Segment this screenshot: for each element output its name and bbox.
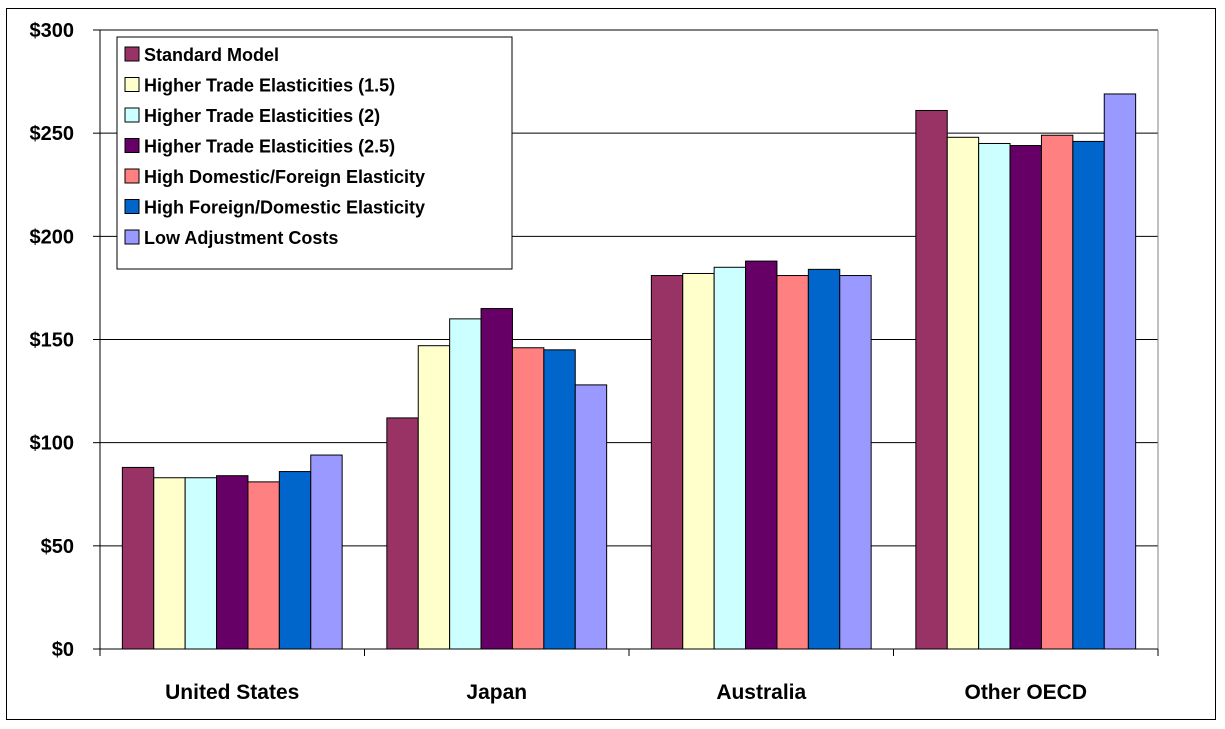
bar xyxy=(184,477,218,650)
bar xyxy=(1009,145,1042,650)
bar xyxy=(915,109,948,650)
y-tick-label: $0 xyxy=(52,639,74,661)
legend-box xyxy=(116,36,513,270)
bar xyxy=(310,454,343,650)
bar xyxy=(946,136,980,650)
x-category-label: United States xyxy=(165,681,299,704)
bar xyxy=(449,318,482,650)
bar xyxy=(278,471,312,650)
bar xyxy=(511,347,545,650)
legend-label: Higher Trade Elasticities (2.5) xyxy=(144,137,395,157)
legend-swatch xyxy=(124,138,140,153)
legend-label: Higher Trade Elasticities (2) xyxy=(144,106,380,126)
y-tick-label: $300 xyxy=(30,20,75,42)
bar xyxy=(386,417,419,650)
bar xyxy=(745,260,778,650)
bar xyxy=(1103,93,1137,650)
legend-swatch xyxy=(124,229,140,245)
legend-swatch xyxy=(124,46,140,62)
legend-swatch xyxy=(124,107,140,123)
bars xyxy=(121,93,1137,650)
bar xyxy=(480,308,513,650)
bar xyxy=(682,272,715,650)
x-category-label: Australia xyxy=(716,681,806,704)
y-tick-label: $150 xyxy=(30,330,75,352)
bar xyxy=(543,349,576,650)
legend-label: Standard Model xyxy=(144,45,279,65)
legend-swatch xyxy=(124,77,140,92)
legend: Standard Model Higher Trade Elasticities … xyxy=(116,36,513,270)
bar xyxy=(776,275,809,650)
y-tick-label: $250 xyxy=(30,123,75,145)
bar xyxy=(574,384,608,650)
y-tick-label: $50 xyxy=(41,536,74,558)
bar xyxy=(247,481,280,650)
bar xyxy=(978,142,1011,650)
bar xyxy=(807,268,841,650)
axis-labels: $0 $50 $100 $150 $200 $250 $300 United States Ja… xyxy=(30,20,1088,704)
legend-swatch xyxy=(124,199,140,214)
bar xyxy=(713,266,747,650)
bar xyxy=(153,477,186,650)
legend-label: High Domestic/Foreign Elasticity xyxy=(144,167,425,187)
x-category-label: Japan xyxy=(466,681,527,704)
y-tick-label: $200 xyxy=(30,226,75,248)
y-tick-label: $100 xyxy=(30,433,75,455)
legend-swatch xyxy=(124,168,140,184)
bar xyxy=(417,345,451,650)
x-category-label: Other OECD xyxy=(964,681,1087,704)
bar xyxy=(121,466,155,650)
legend-label: High Foreign/Domestic Elasticity xyxy=(144,198,425,218)
legend-label: Low Adjustment Costs xyxy=(144,228,338,248)
bar xyxy=(650,275,684,650)
bar xyxy=(1040,134,1074,650)
bar xyxy=(216,475,249,650)
bar xyxy=(1072,140,1105,650)
legend-label: Higher Trade Elasticities (1.5) xyxy=(144,76,395,96)
bar xyxy=(839,275,872,650)
